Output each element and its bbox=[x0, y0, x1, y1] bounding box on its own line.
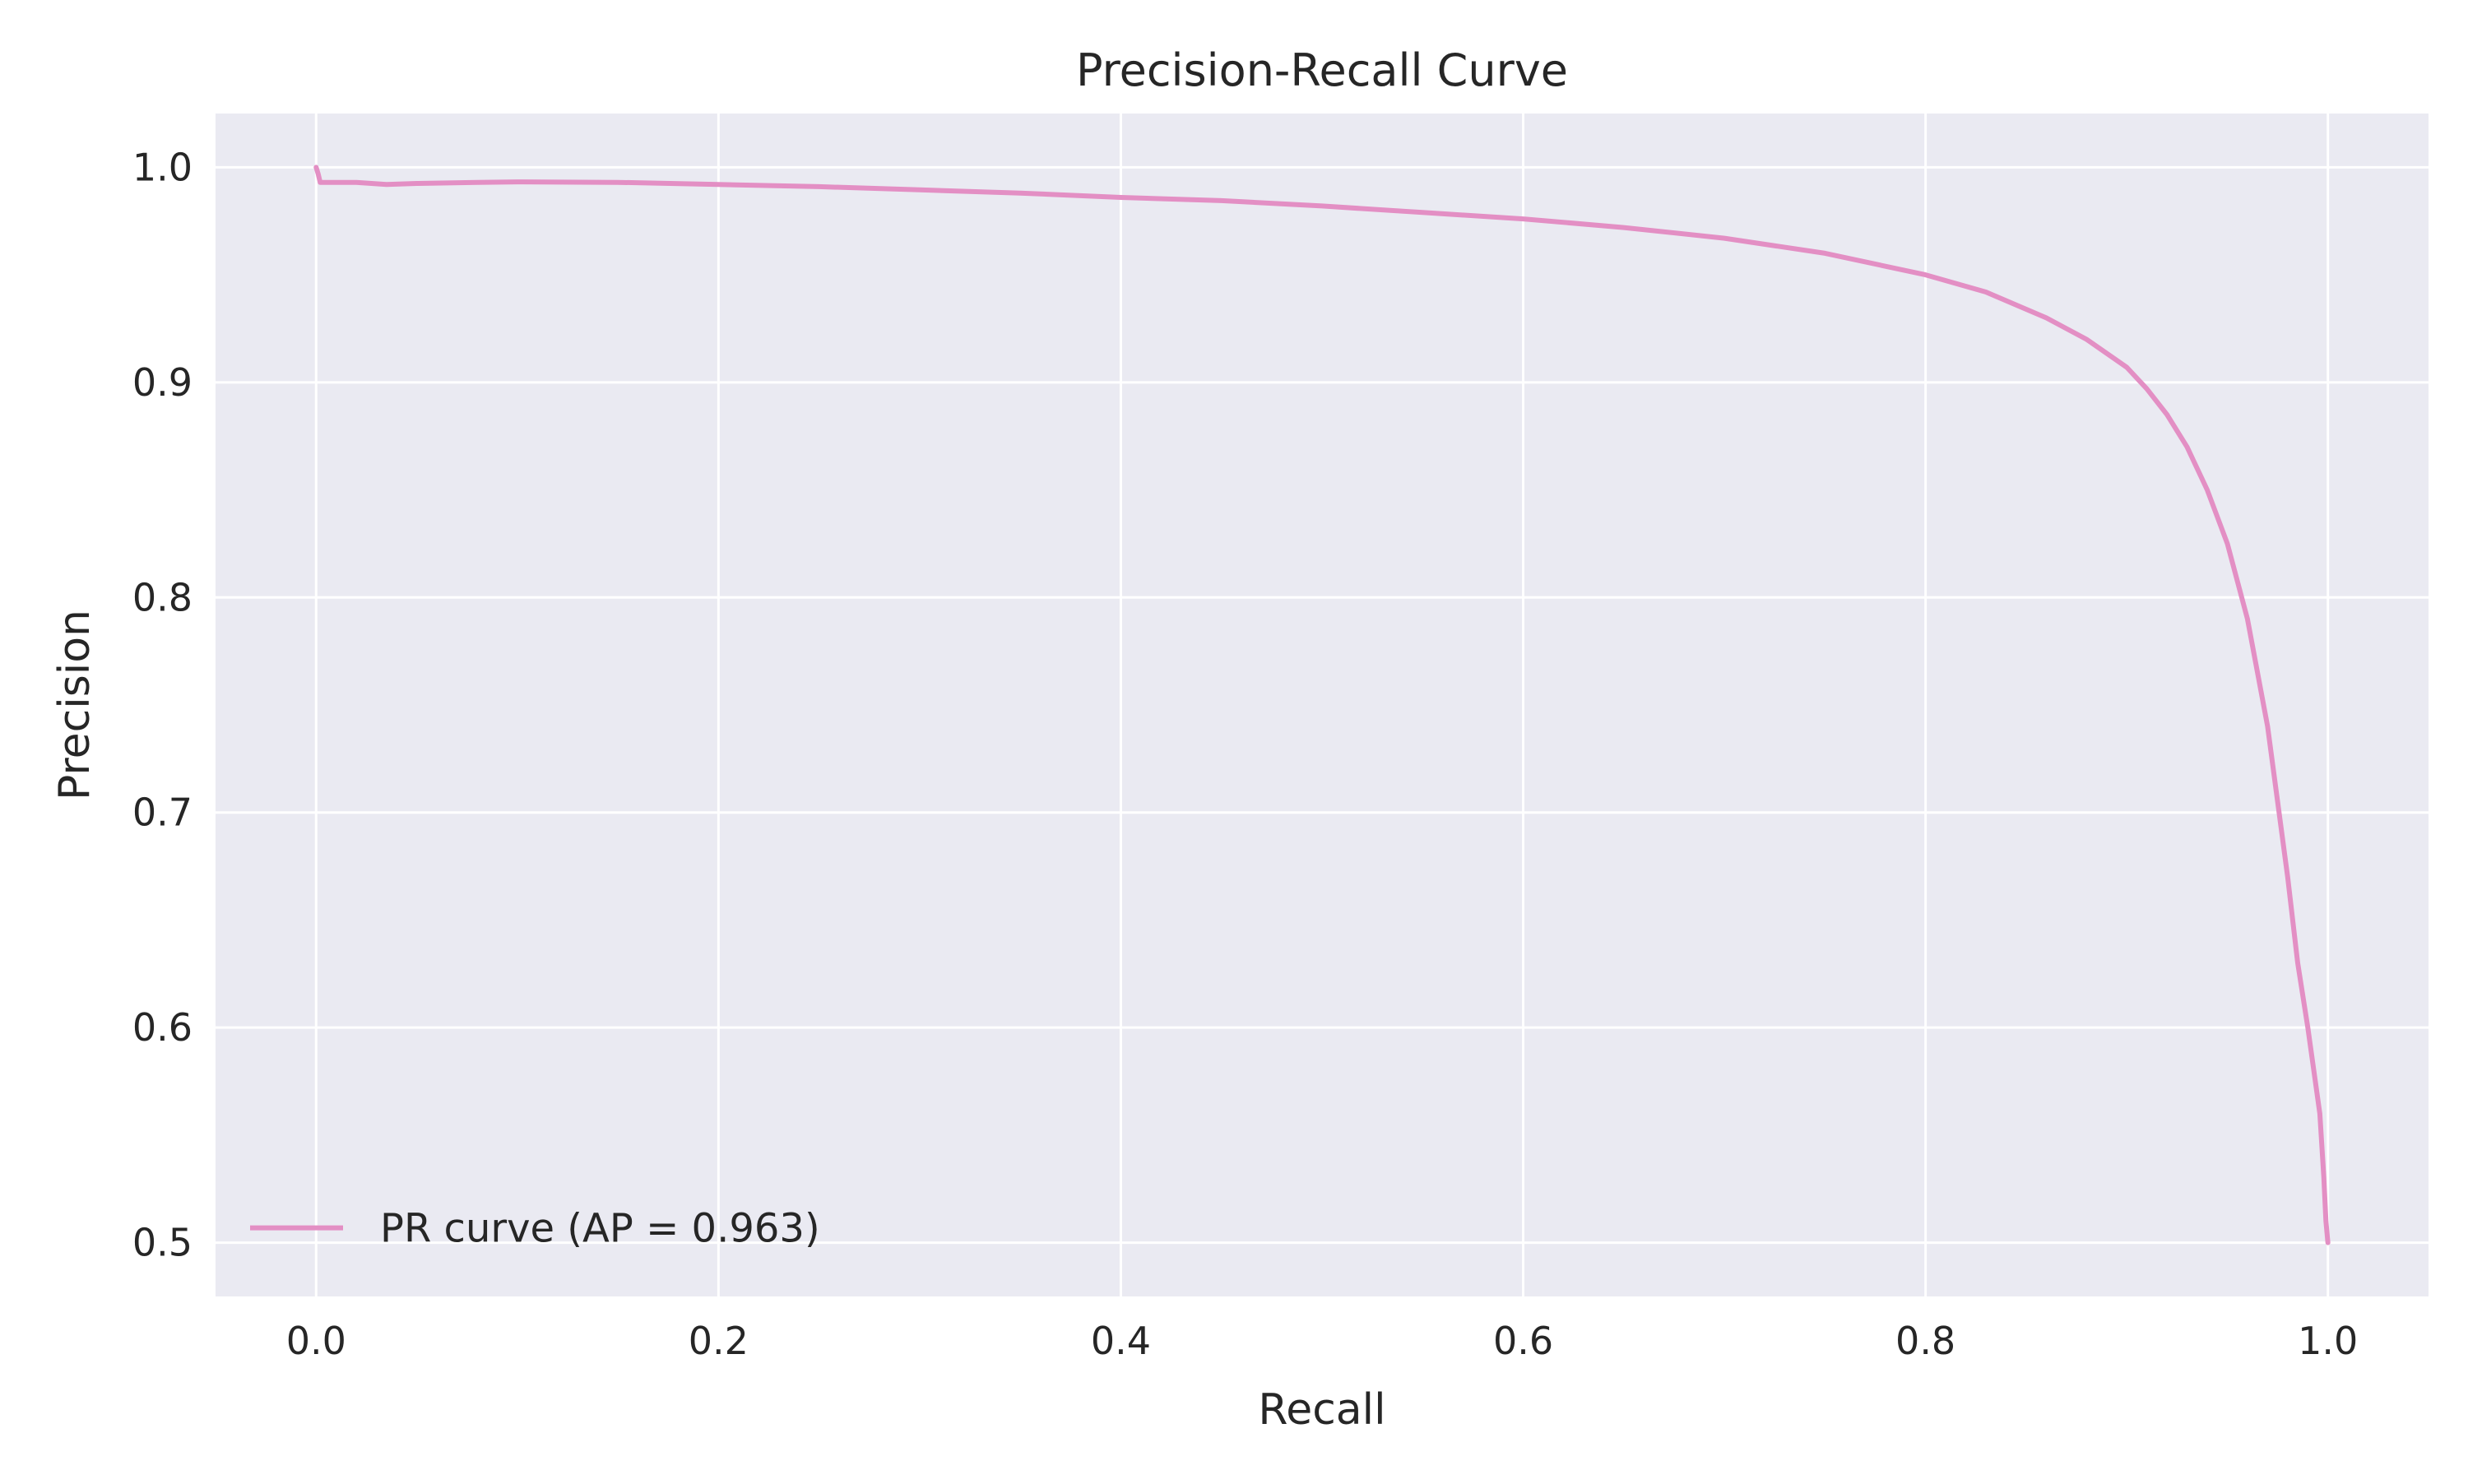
x-tick-label: 0.2 bbox=[689, 1319, 749, 1363]
x-tick-label: 0.8 bbox=[1895, 1319, 1955, 1363]
pr-curve-line bbox=[313, 165, 2331, 1245]
y-tick-label: 0.7 bbox=[132, 791, 193, 835]
chart-title: Precision-Recall Curve bbox=[1076, 44, 1568, 96]
legend: PR curve (AP = 0.963) bbox=[250, 1206, 820, 1252]
y-tick-label: 0.5 bbox=[132, 1221, 193, 1265]
x-tick-label: 0.0 bbox=[286, 1319, 346, 1363]
tick-labels: 0.0 0.2 0.4 0.6 0.8 1.0 0.5 0.6 0.7 0.8 0.9 1.0 bbox=[132, 145, 2358, 1363]
series-layer bbox=[313, 165, 2331, 1245]
y-axis-label: Precision bbox=[50, 610, 100, 800]
x-tick-label: 0.6 bbox=[1493, 1319, 1553, 1363]
grid bbox=[216, 114, 2429, 1296]
y-tick-label: 1.0 bbox=[132, 145, 193, 189]
x-tick-label: 0.4 bbox=[1091, 1319, 1151, 1363]
legend-entry-label: PR curve (AP = 0.963) bbox=[380, 1206, 820, 1252]
y-tick-label: 0.6 bbox=[132, 1005, 193, 1050]
y-tick-label: 0.9 bbox=[132, 360, 193, 405]
x-axis-label: Recall bbox=[1258, 1385, 1385, 1435]
y-tick-label: 0.8 bbox=[132, 575, 193, 619]
x-tick-label: 1.0 bbox=[2298, 1319, 2358, 1363]
plot-area bbox=[216, 114, 2429, 1296]
